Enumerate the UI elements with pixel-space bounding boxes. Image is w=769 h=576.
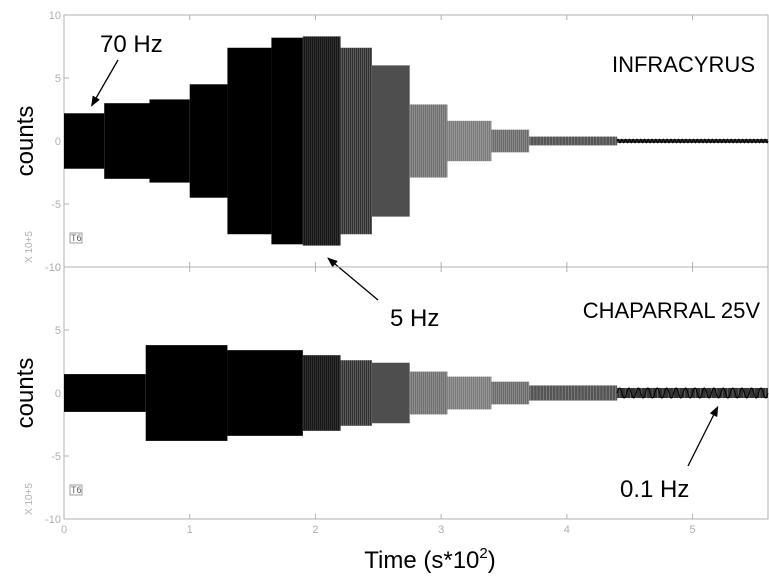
x-tick-label: 0 [61,524,67,536]
y-tick-label: -5 [51,451,61,463]
station-title: CHAPARRAL 25V [583,298,761,323]
waveform-segment [64,374,146,412]
frequency-annotation: 5 Hz [390,305,439,332]
waveform-segment [64,113,105,169]
waveform-segment [447,120,492,162]
waveform-segment [529,385,618,401]
waveform-tail [616,138,769,144]
channel-tag-box [69,232,83,244]
y-axis-title: counts [12,106,39,177]
waveform-segment [149,99,190,183]
waveform-segment [227,47,272,235]
waveform-segment [340,360,372,426]
waveform-segment [340,47,372,235]
panel-2: -10 -5 0 5 10 0 1 2 3 4 5 counts X 10+5 T6 CHAPARRAL 2… [12,262,769,536]
waveform-segment [302,355,341,431]
x-axis-title: Time (s*102) [364,545,495,574]
waveform-segment [372,362,410,424]
y-axis-title: counts [12,358,39,429]
channel-tag-text: T6 [71,234,82,244]
annotation-arrow [91,59,119,107]
waveform-segment [529,136,618,146]
channel-tag-box [69,484,83,496]
waveform-segment [491,381,530,405]
x-tick-label: 3 [438,524,444,536]
y-tick-label: 5 [55,73,61,85]
waveform-tail [616,387,769,399]
frequency-annotation: 0.1 Hz [620,476,689,503]
frequency-annotation: 70 Hz [100,31,163,58]
x-axis-title-exponent: 2 [479,545,487,562]
waveform-segment [372,65,410,217]
waveform-segment [271,37,303,245]
y-tick-label: 0 [55,136,61,148]
station-title: INFRACYRUS [612,52,755,77]
waveform-segment [409,104,448,178]
x-tick-label: 5 [690,524,696,536]
waveform-segment [189,84,228,198]
annotation-arrow [327,257,379,301]
annotation-arrow [687,405,719,467]
y-tick-label: 10 [49,262,61,274]
y-multiplier-label: X 10+5 [24,483,35,515]
x-axis-title-prefix: Time (s*10 [364,547,479,574]
y-multiplier-label: X 10+5 [24,231,35,263]
waveform-segment [409,371,448,415]
channel-tag-text: T6 [71,486,82,496]
waveform-segment [227,350,303,436]
panel-1: -10 -5 0 5 10 counts X 10+5 T6 INFRACYRUS 70 Hz 5 … [12,10,769,332]
y-tick-label: -5 [51,199,61,211]
y-tick-label: 0 [55,388,61,400]
x-tick-label: 2 [312,524,318,536]
waveform-segment [491,129,530,153]
y-tick-label: 5 [55,325,61,337]
x-axis-title-suffix: ) [488,547,496,574]
x-tick-label: 1 [187,524,193,536]
y-tick-label: -10 [45,514,61,526]
x-tick-label: 4 [564,524,570,536]
waveform-segment [447,376,492,410]
waveform-segment [302,36,341,246]
y-tick-label: -10 [45,262,61,274]
waveform-segment [104,103,150,179]
channel-tag: T6 [69,232,83,244]
channel-tag: T6 [69,484,83,496]
waveform-segment [145,345,228,441]
y-tick-label: 10 [49,10,61,22]
